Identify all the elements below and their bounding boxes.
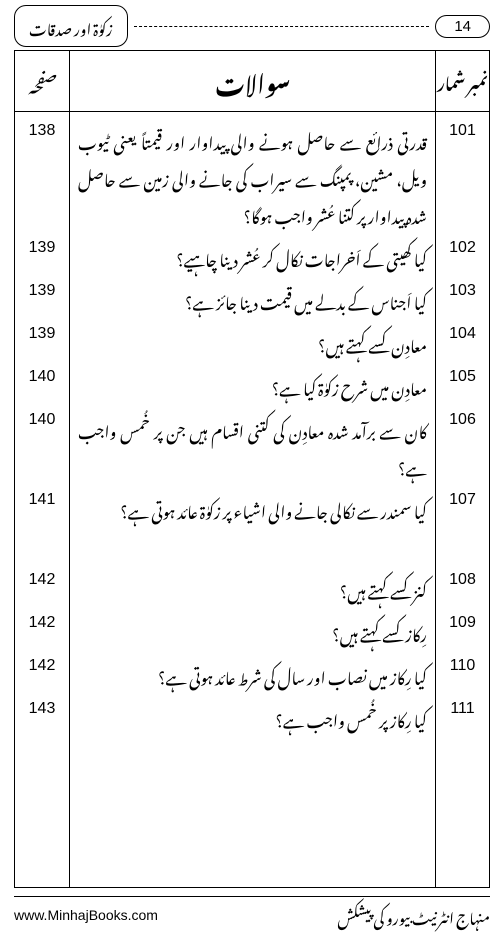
row-number: 108 <box>440 571 485 614</box>
page-footer: منہاج انٹرنیٹ بیورو کی پیشکش www.MinhajB… <box>14 896 490 926</box>
header-divider <box>134 26 430 27</box>
row-number: 109 <box>440 614 485 657</box>
row-page: 143 <box>19 700 65 743</box>
header-page: صفحہ <box>15 51 69 111</box>
page-column: 138139139139140140141142142142143 <box>15 112 69 887</box>
row-page: 142 <box>19 657 65 700</box>
page-number: 14 <box>435 15 490 38</box>
row-number: 103 <box>440 282 485 325</box>
row-page: 139 <box>19 239 65 282</box>
row-question: کیا رِکاز میں نصاب اور سال کی شرط عائد ہ… <box>78 657 427 700</box>
row-question: کیا اَجناس کے بدلے میں قیمت دینا جائز ہے… <box>78 282 427 325</box>
row-page: 140 <box>19 368 65 411</box>
row-number: 107 <box>440 491 485 571</box>
row-page: 142 <box>19 614 65 657</box>
row-page: 142 <box>19 571 65 614</box>
row-page: 139 <box>19 325 65 368</box>
row-number: 104 <box>440 325 485 368</box>
row-number: 105 <box>440 368 485 411</box>
row-question: کیا کھیتی کے اَخراجات نکال کر عُشر دینا … <box>78 239 427 282</box>
footer-publisher: منہاج انٹرنیٹ بیورو کی پیشکش <box>337 896 490 934</box>
page-header: 14 زکوٰۃ اور صدقات <box>14 10 490 42</box>
row-page: 141 <box>19 491 65 571</box>
row-question: کیا سمندر سے نکالی جانے والی اشیاء پر زک… <box>78 491 427 571</box>
header-question: سوالات <box>69 51 435 111</box>
table-header-row: نمبر شمار سوالات صفحہ <box>15 51 489 112</box>
row-question: قدرتی ذرائع سے حاصل ہونے والی پیداوار او… <box>78 122 427 239</box>
row-page: 138 <box>19 122 65 239</box>
row-number: 102 <box>440 239 485 282</box>
row-question: معادِن کسے کہتے ہیں؟ <box>78 325 427 368</box>
row-page: 140 <box>19 411 65 491</box>
row-page: 139 <box>19 282 65 325</box>
footer-website: www.MinhajBooks.com <box>14 907 158 923</box>
row-question: کنز کسے کہتے ہیں؟ <box>78 571 427 614</box>
header-number: نمبر شمار <box>435 51 489 111</box>
table-body: 101102103104105106107108109110111 قدرتی … <box>15 112 489 887</box>
row-question: معادِن میں شرح زکوٰۃ کیا ہے؟ <box>78 368 427 411</box>
row-number: 111 <box>440 700 485 743</box>
questions-table: نمبر شمار سوالات صفحہ 101102103104105106… <box>14 50 490 888</box>
number-column: 101102103104105106107108109110111 <box>435 112 489 887</box>
row-number: 110 <box>440 657 485 700</box>
row-question: کان سے برآمد شدہ معادِن کی کتنی اقسام ہی… <box>78 411 427 491</box>
row-question: کیا رِکاز پر خُمس واجب ہے؟ <box>78 700 427 743</box>
chapter-title: زکوٰۃ اور صدقات <box>14 5 128 47</box>
row-number: 106 <box>440 411 485 491</box>
row-question: رِکاز کسے کہتے ہیں؟ <box>78 614 427 657</box>
row-number: 101 <box>440 122 485 239</box>
question-column: قدرتی ذرائع سے حاصل ہونے والی پیداوار او… <box>69 112 435 887</box>
